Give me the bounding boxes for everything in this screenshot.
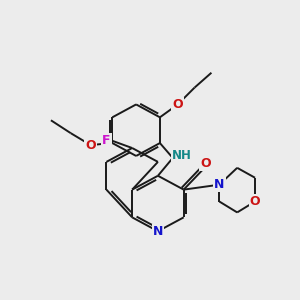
Text: O: O	[172, 98, 183, 111]
Text: O: O	[85, 139, 96, 152]
Text: N: N	[153, 225, 163, 238]
Text: O: O	[250, 195, 260, 208]
Text: F: F	[102, 134, 111, 147]
Text: N: N	[214, 178, 224, 191]
Text: NH: NH	[172, 149, 192, 162]
Text: O: O	[200, 158, 211, 170]
